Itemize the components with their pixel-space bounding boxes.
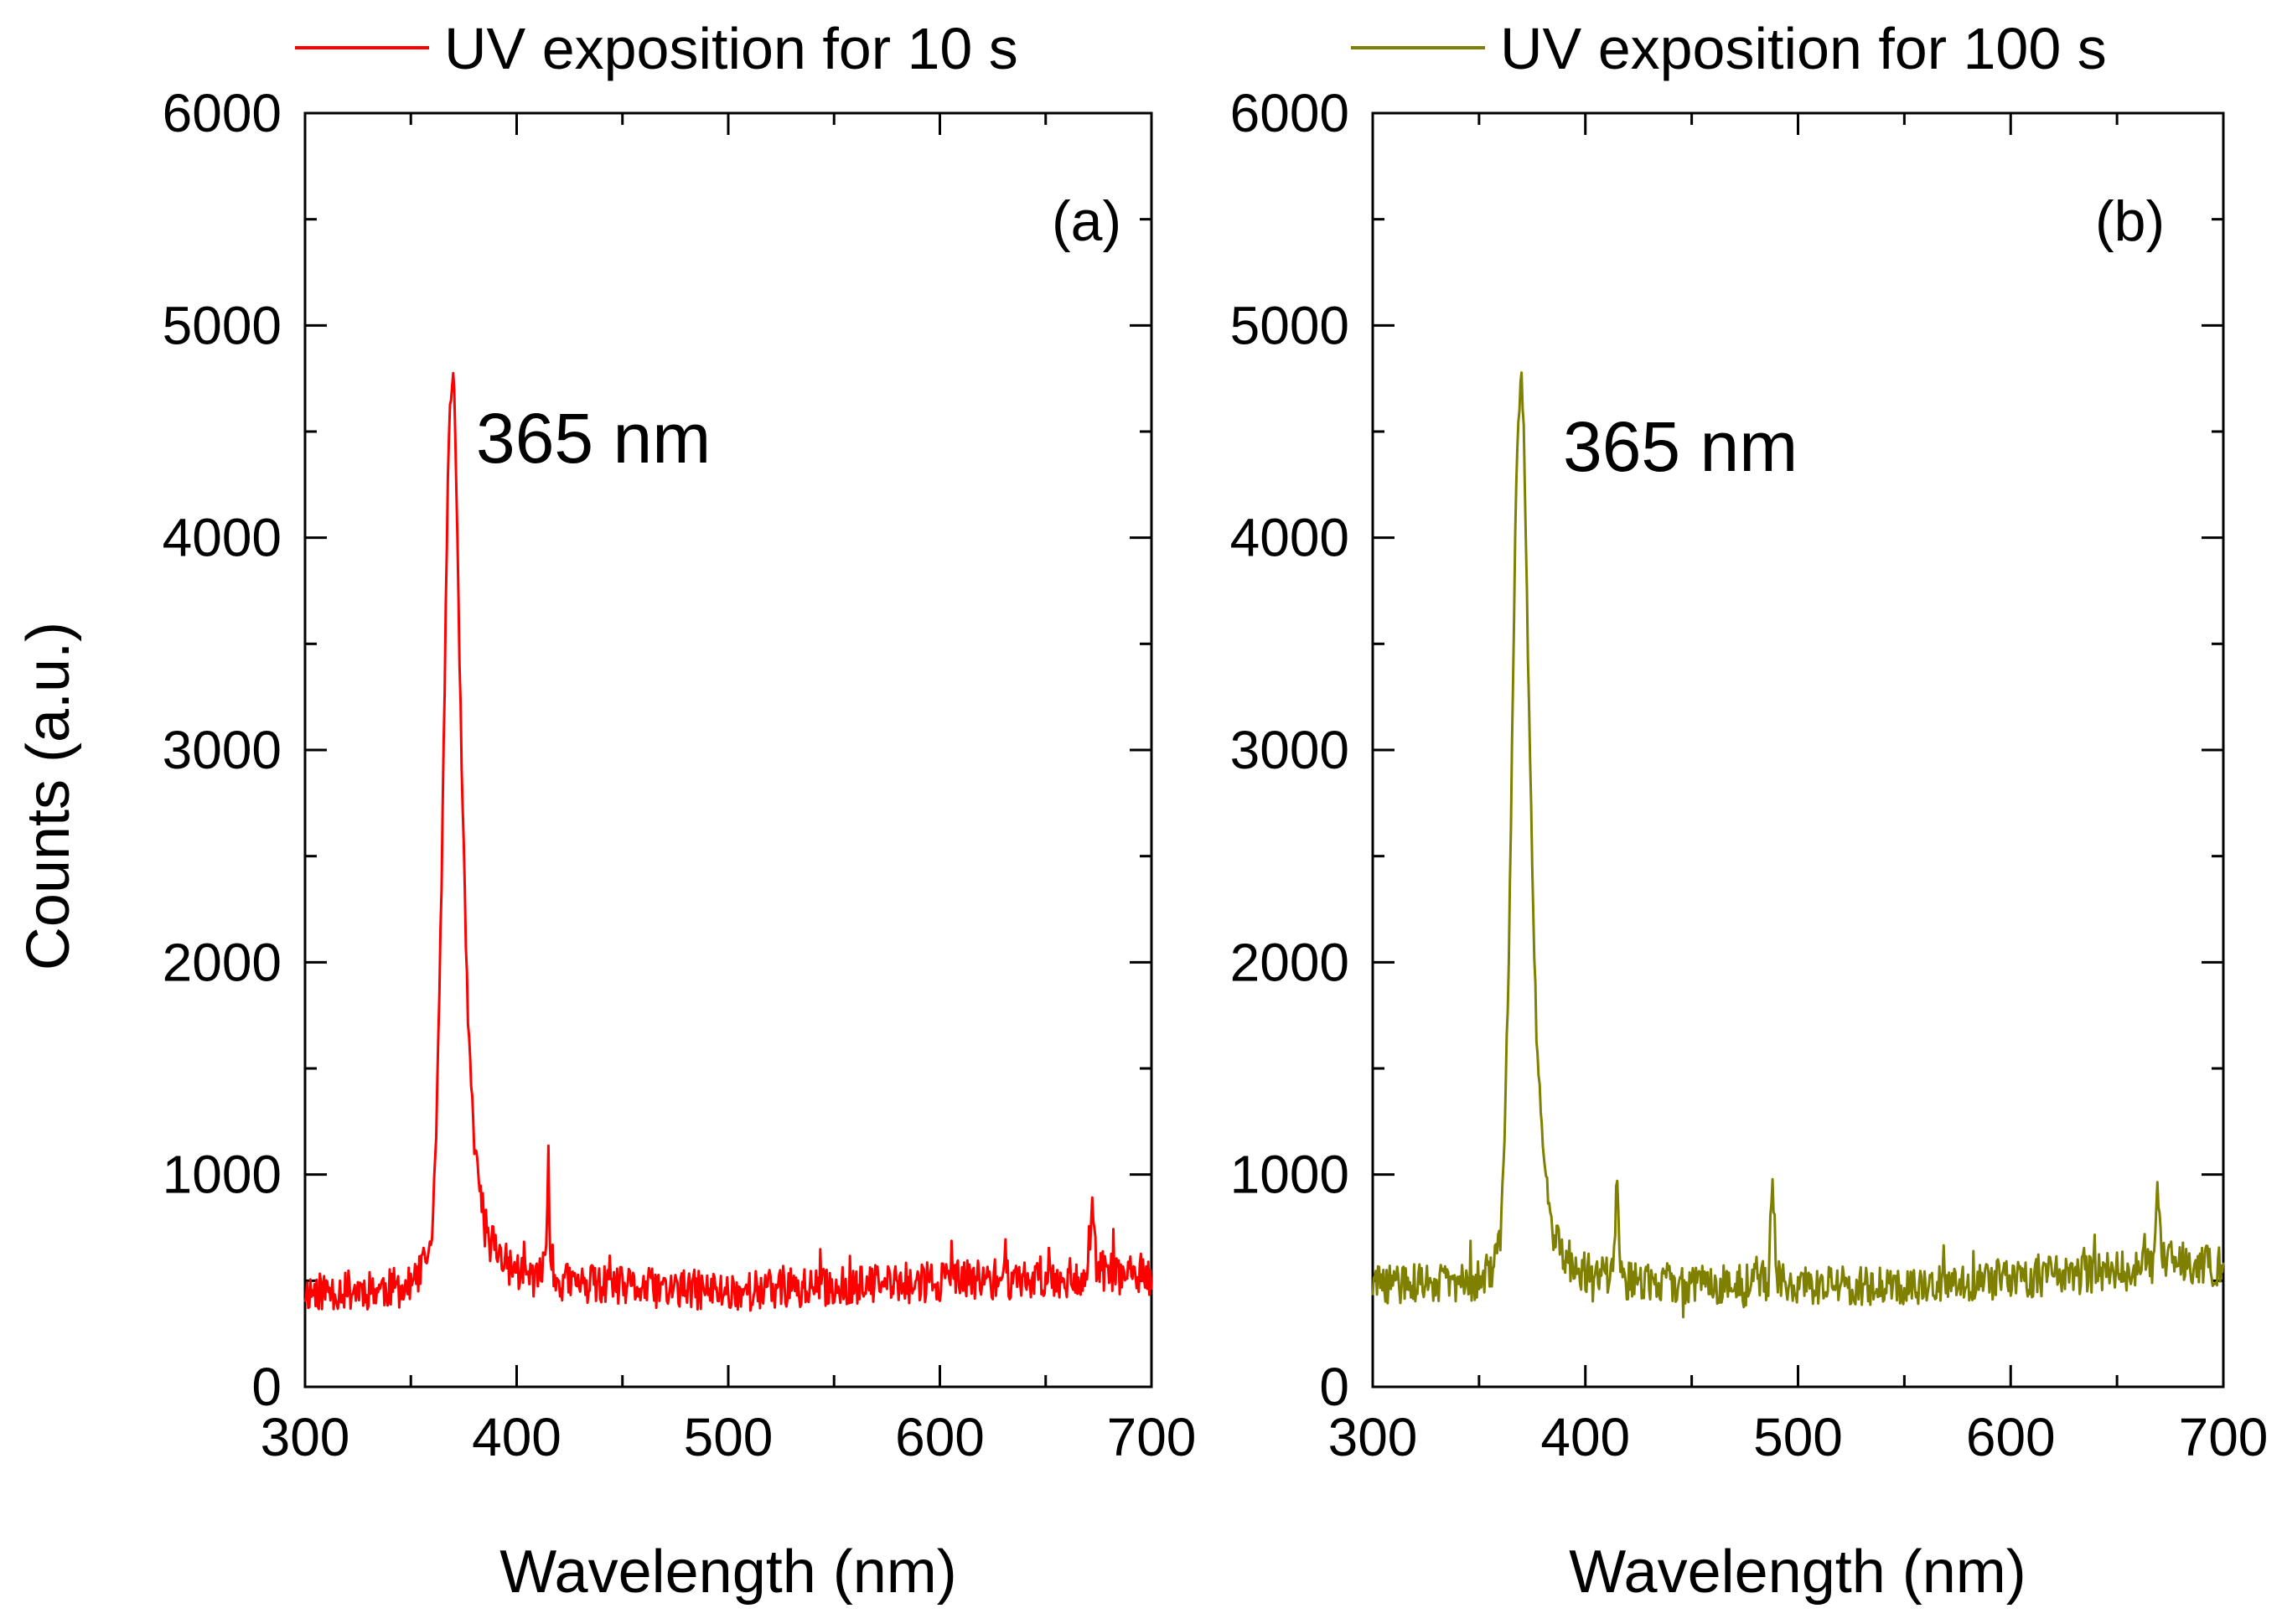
x-axis-title-b: Wavelength (nm) — [1569, 1539, 2026, 1606]
x-tick-label-a: 700 — [1107, 1407, 1197, 1467]
peak-annotation-a: 365 nm — [476, 399, 711, 478]
series-line-a — [303, 371, 1153, 1312]
y-tick-label-a: 3000 — [163, 720, 282, 780]
x-tick-label-b: 500 — [1753, 1407, 1843, 1467]
panel-a: UV exposition for 10 s 300 400 500 600 700 0 1… — [163, 16, 1197, 1606]
x-tick-label-b: 700 — [2179, 1407, 2269, 1467]
peak-annotation-b: 365 nm — [1563, 407, 1798, 486]
panel-label-b: (b) — [2095, 189, 2165, 253]
tick-labels-b: 300 400 500 600 700 0 1000 2000 3000 4000 5000 6000 — [1230, 83, 2269, 1467]
y-tick-label-a: 1000 — [163, 1145, 282, 1205]
ticks-a — [303, 111, 1153, 1389]
x-tick-label-a: 500 — [684, 1407, 774, 1467]
y-tick-label-a: 0 — [251, 1357, 282, 1417]
x-tick-label-b: 600 — [1966, 1407, 2056, 1467]
x-tick-label-b: 300 — [1328, 1407, 1418, 1467]
y-tick-label-b: 3000 — [1230, 720, 1349, 780]
x-axis-title-a: Wavelength (nm) — [499, 1539, 957, 1606]
y-tick-label-a: 6000 — [163, 83, 282, 143]
x-tick-label-b: 400 — [1540, 1407, 1630, 1467]
y-tick-label-b: 2000 — [1230, 932, 1349, 992]
series-line-b — [1371, 371, 2225, 1319]
y-tick-label-a: 5000 — [163, 295, 282, 355]
legend-label-a: UV exposition for 10 s — [444, 16, 1018, 81]
y-tick-label-b: 6000 — [1230, 83, 1349, 143]
y-axis-title: Counts (a.u.) — [15, 622, 82, 970]
y-tick-label-a: 2000 — [163, 932, 282, 992]
y-tick-label-b: 5000 — [1230, 295, 1349, 355]
y-tick-label-b: 4000 — [1230, 508, 1349, 568]
x-tick-label-a: 300 — [261, 1407, 350, 1467]
panel-b: UV exposition for 100 s 300 400 500 600 700 0… — [1230, 16, 2269, 1606]
y-tick-label-b: 0 — [1319, 1357, 1349, 1417]
x-tick-label-a: 600 — [895, 1407, 985, 1467]
y-tick-label-a: 4000 — [163, 508, 282, 568]
legend-label-b: UV exposition for 100 s — [1500, 16, 2107, 81]
ticks-b — [1371, 111, 2225, 1389]
y-tick-label-b: 1000 — [1230, 1145, 1349, 1205]
panel-label-a: (a) — [1052, 189, 1121, 253]
x-tick-label-a: 400 — [472, 1407, 561, 1467]
tick-labels-a: 300 400 500 600 700 0 1000 2000 3000 4000 5000 6000 — [163, 83, 1197, 1467]
